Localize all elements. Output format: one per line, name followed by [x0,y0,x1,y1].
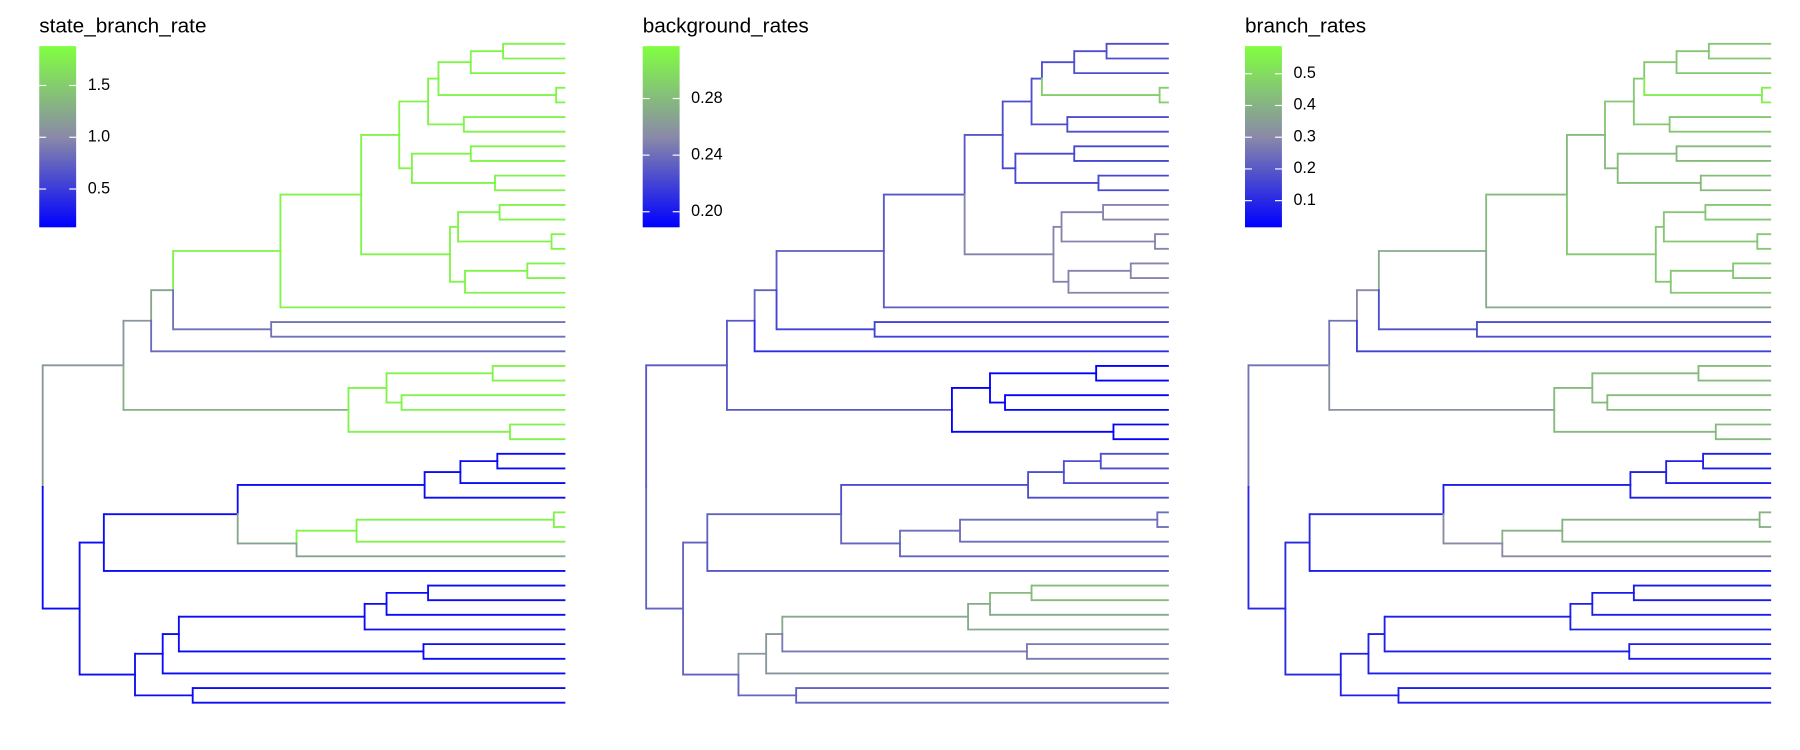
colorbar [642,46,680,228]
colorbar-tick-label: 0.24 [691,145,722,163]
colorbar-tick-label: 0.5 [1293,64,1315,82]
panel-title: state_branch_rate [39,14,206,37]
panel-title: background_rates [643,14,809,37]
colorbar-tick-label: 0.20 [691,202,722,220]
colorbar-tick-label: 1.5 [88,76,110,94]
colorbar-tick-label: 0.1 [1293,191,1315,209]
colorbar-tick-label: 0.28 [691,89,722,107]
colorbar-tick-label: 0.4 [1293,96,1315,114]
colorbar-tick-label: 0.2 [1293,159,1315,177]
colorbar-tick-label: 1.0 [88,128,110,146]
panel-title: branch_rates [1245,14,1366,37]
colorbar-tick-label: 0.3 [1293,127,1315,145]
colorbar-tick-label: 0.5 [88,179,110,197]
